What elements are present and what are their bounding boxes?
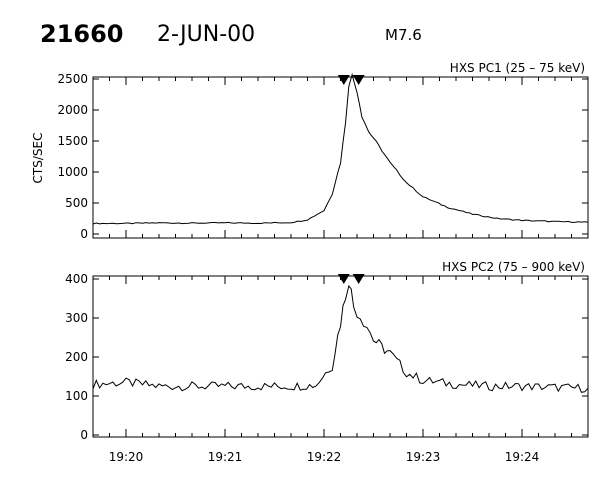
event-id: 21660 [40,20,124,48]
event-date: 2-JUN-00 [157,22,255,47]
flare-class: M7.6 [385,26,422,44]
y-axis-label: CTS/SEC [31,133,45,184]
y-tick-label: 300 [65,311,88,325]
y-tick-label: 2500 [57,72,88,86]
y-tick-label: 0 [80,227,88,241]
y-tick-label: 400 [65,272,88,286]
x-tick-label: 19:20 [109,450,144,464]
x-tick-label: 19:21 [208,450,243,464]
y-tick-label: 200 [65,350,88,364]
plot-frame [92,76,589,239]
x-tick-label: 19:23 [406,450,441,464]
chart-panel-pc2: HXS PC2 (75 – 900 keV) 0 100 200 300 400 19:2… [65,260,589,464]
x-tick-label: 19:24 [505,450,540,464]
y-tick-label: 1500 [57,134,88,148]
y-tick-label: 500 [65,196,88,210]
interval-marker [352,274,365,284]
interval-marker [337,75,350,85]
interval-marker [337,274,350,284]
series-line [92,284,589,393]
chart-title: HXS PC2 (75 – 900 keV) [442,260,585,274]
chart-panel-pc1: HXS PC1 (25 – 75 keV) CTS/SEC 0 500 1000 15… [31,61,589,241]
y-tick-label: 0 [80,428,88,442]
series-line [92,72,589,225]
y-tick-label: 1000 [57,165,88,179]
chart-title: HXS PC1 (25 – 75 keV) [450,61,585,75]
y-tick-label: 100 [65,389,88,403]
interval-marker [352,75,365,85]
x-tick-label: 19:22 [307,450,342,464]
plot-frame [92,275,589,438]
y-tick-label: 2000 [57,103,88,117]
